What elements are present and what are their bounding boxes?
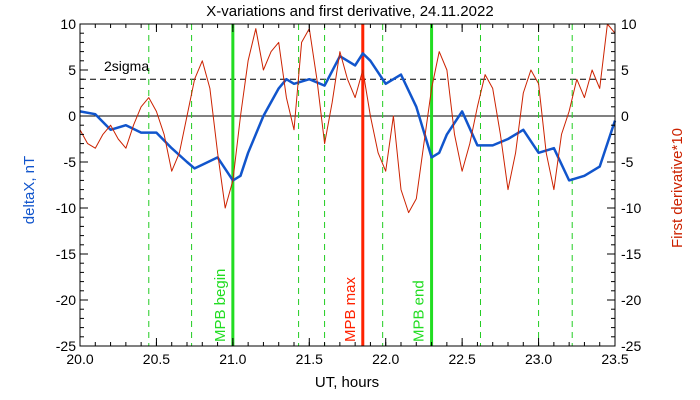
- threshold-label: 2sigma: [104, 58, 149, 74]
- y-tick-label-left-6: -20: [56, 292, 76, 308]
- y-axis-label-left: deltaX, nT: [21, 156, 38, 224]
- x-tick-label-0: 20.0: [66, 351, 93, 367]
- y-tick-label-left-1: 5: [68, 62, 76, 78]
- x-tick-label-1: 20.5: [143, 351, 170, 367]
- marker-label-0: MPB begin: [212, 269, 229, 342]
- x-tick-label-4: 22.0: [372, 351, 399, 367]
- x-tick-label-5: 22.5: [449, 351, 476, 367]
- y-tick-label-right-3: -5: [621, 154, 634, 170]
- y-axis-label-right: First derivative*10: [669, 128, 686, 248]
- x-axis-label: UT, hours: [315, 374, 379, 391]
- marker-lines-layer: MPB begin MPB max MPB end: [212, 24, 434, 346]
- axes-layer: 20.0 20.5 21.0 21.5 22.0 22.5 23.0 23.5 10 5 0 -5 -1…: [56, 16, 642, 367]
- y-tick-label-left-2: 0: [68, 108, 76, 124]
- y-tick-label-right-6: -20: [621, 292, 641, 308]
- y-tick-label-right-0: 10: [621, 16, 637, 32]
- x-tick-label-3: 21.5: [296, 351, 323, 367]
- dashed-lines-layer: [80, 24, 615, 346]
- y-tick-label-right-1: 5: [621, 62, 629, 78]
- x-tick-label-2: 21.0: [219, 351, 246, 367]
- y-tick-label-right-7: -25: [621, 338, 641, 354]
- x-tick-label-7: 23.5: [601, 351, 628, 367]
- marker-label-1: MPB max: [342, 276, 359, 342]
- series-line-0: [79, 52, 617, 182]
- y-tick-label-left-3: -5: [64, 154, 77, 170]
- y-tick-label-left-0: 10: [60, 16, 76, 32]
- y-tick-label-left-4: -10: [56, 200, 76, 216]
- y-tick-label-right-5: -15: [621, 246, 641, 262]
- plot-frame: [79, 23, 616, 347]
- series-layer: [79, 23, 617, 214]
- marker-label-2: MPB end: [411, 280, 428, 342]
- y-tick-label-left-5: -15: [56, 246, 76, 262]
- y-tick-label-right-2: 0: [621, 108, 629, 124]
- y-tick-label-left-7: -25: [56, 338, 76, 354]
- series-line-1: [79, 23, 616, 214]
- y-tick-label-right-4: -10: [621, 200, 641, 216]
- x-tick-label-6: 23.0: [525, 351, 552, 367]
- chart-title: X-variations and first derivative, 24.11…: [206, 3, 493, 20]
